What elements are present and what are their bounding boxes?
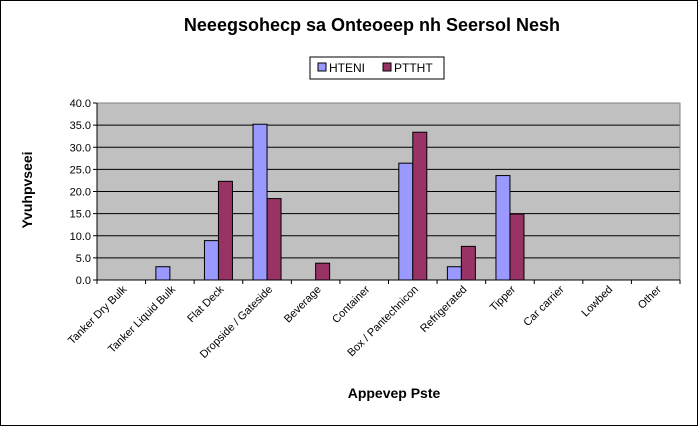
legend-label-hteni: HTENI: [329, 61, 365, 75]
bar-pttht: [315, 262, 331, 281]
y-tick-label: 15.0: [70, 209, 91, 221]
x-tick-label: Flat Deck: [185, 283, 227, 325]
bar-hteni: [252, 123, 268, 281]
y-axis-title: Yvuhpvseei: [19, 151, 35, 228]
bar-hteni: [495, 175, 511, 281]
bar-hteni: [446, 266, 462, 281]
y-tick-label: 0.0: [76, 275, 91, 287]
y-tick-label: 20.0: [70, 187, 91, 199]
y-tick-label: 40.0: [70, 98, 91, 110]
bar-pttht: [266, 198, 282, 281]
x-tick-label: Beverage: [282, 284, 324, 326]
x-tick-label: Tipper: [488, 283, 518, 313]
y-tick-label: 5.0: [76, 253, 91, 265]
y-tick-label: 10.0: [70, 231, 91, 243]
legend-label-pttht: PTTHT: [394, 61, 433, 75]
x-tick-label: Other: [636, 283, 664, 311]
bar-hteni: [155, 266, 171, 281]
bar-hteni: [398, 162, 414, 281]
x-tick-label: Lowbed: [580, 284, 616, 320]
x-tick-label: Refrigerated: [418, 284, 469, 335]
x-tick-label: Container: [330, 283, 372, 325]
bar-pttht: [412, 131, 428, 281]
bar-pttht: [217, 180, 233, 281]
plot-area: 0.05.010.015.020.025.030.035.040.0Tanker…: [66, 98, 681, 361]
legend: HTENI PTTHT: [309, 56, 445, 80]
bar-pttht: [509, 213, 525, 281]
x-axis-title: Appevep Pste: [348, 385, 441, 401]
bar-hteni: [203, 240, 219, 281]
y-tick-label: 35.0: [70, 120, 91, 132]
legend-swatch-pttht: [382, 62, 392, 72]
y-tick-label: 25.0: [70, 164, 91, 176]
legend-box: [309, 56, 445, 80]
legend-swatch-hteni: [317, 62, 327, 72]
bar-pttht: [460, 245, 476, 281]
x-tick-label: Car carrier: [521, 283, 566, 328]
chart-title: Neeegsohecp sa Onteoeep nh Seersol Nesh: [184, 15, 560, 35]
y-tick-label: 30.0: [70, 142, 91, 154]
